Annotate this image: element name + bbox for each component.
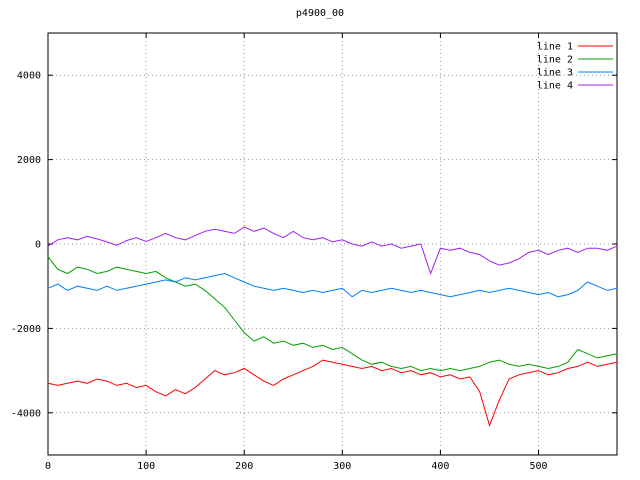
x-tick-label: 100 bbox=[137, 461, 155, 472]
chart-title: p4900_00 bbox=[295, 8, 345, 19]
x-tick-label: 500 bbox=[529, 461, 547, 472]
y-tick-label: -4000 bbox=[11, 408, 41, 419]
x-tick-label: 200 bbox=[235, 461, 253, 472]
y-tick-label: 4000 bbox=[17, 71, 41, 82]
y-tick-label: -2000 bbox=[11, 324, 41, 335]
legend-label: line 1 bbox=[537, 42, 573, 53]
series-2-line bbox=[47, 256, 618, 372]
legend-label: line 3 bbox=[537, 68, 573, 79]
y-tick-label: 2000 bbox=[17, 155, 41, 166]
series-3-line bbox=[47, 272, 618, 298]
series-1-line bbox=[47, 359, 618, 428]
y-tick-label: 0 bbox=[35, 240, 41, 251]
series-4-line bbox=[47, 226, 618, 275]
legend-label: line 2 bbox=[537, 55, 573, 66]
x-tick-label: 0 bbox=[45, 461, 51, 472]
x-tick-label: 300 bbox=[333, 461, 351, 472]
legend-label: line 4 bbox=[537, 81, 573, 92]
x-tick-label: 400 bbox=[431, 461, 449, 472]
